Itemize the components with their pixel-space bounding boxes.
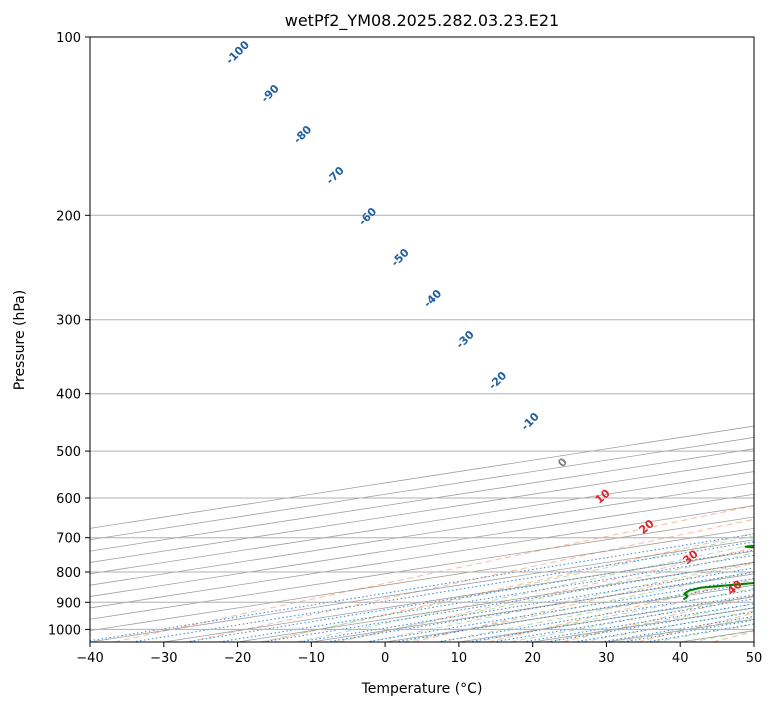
isotherm-line	[90, 539, 754, 642]
y-axis-label: Pressure (hPa)	[12, 290, 28, 390]
moist-adiabat-line	[296, 543, 754, 642]
y-tick-label: 300	[56, 314, 81, 329]
y-tick-label: 100	[56, 31, 81, 46]
dry-adiabat-line	[413, 562, 754, 642]
background-lines	[90, 37, 754, 642]
y-tick-label: 800	[56, 566, 81, 581]
x-tick-label: 50	[746, 651, 763, 666]
x-tick-label: 10	[451, 651, 468, 666]
isotherm-line	[90, 516, 754, 620]
isotherm-line	[90, 482, 754, 586]
x-tick-label: −40	[76, 651, 103, 666]
mixing-ratio-line	[492, 598, 754, 642]
x-tick-label: 30	[598, 651, 615, 666]
isotherm-line	[90, 471, 754, 575]
mixing-ratio-line	[365, 577, 754, 642]
y-tick-label: 600	[56, 492, 81, 507]
moist-adiabat-line	[403, 570, 754, 642]
axis-ticks: −40 −30 −20 −10 0 10 20 30 40 50 100 200 300 400 500 60…	[48, 31, 762, 666]
dry-adiabat-line	[263, 532, 754, 642]
moist-adiabat-line	[332, 552, 754, 642]
y-tick-label: 700	[56, 532, 81, 547]
y-tick-label: 200	[56, 209, 81, 224]
x-tick-label: −20	[224, 651, 251, 666]
x-tick-label: −10	[298, 651, 325, 666]
isotherm-line	[90, 459, 754, 563]
isotherm-line	[90, 505, 754, 609]
x-tick-label: 40	[672, 651, 689, 666]
mixing-ratio-line	[219, 554, 754, 642]
x-tick-label: 0	[381, 651, 389, 666]
y-tick-label: 400	[56, 388, 81, 403]
mixing-ratio-line	[90, 533, 754, 642]
mixing-ratio-line	[436, 589, 754, 642]
dry-adiabat-line	[188, 518, 754, 642]
y-tick-label: 500	[56, 445, 81, 460]
x-tick-label: −30	[150, 651, 177, 666]
chart-title: wetPf2_YM08.2025.282.03.23.E21	[285, 11, 559, 31]
dry-adiabat-line	[488, 578, 754, 642]
x-axis-label: Temperature (°C)	[361, 681, 483, 697]
y-tick-label: 1000	[48, 623, 81, 638]
plot-frame	[89, 36, 755, 643]
isotherm-line	[90, 493, 754, 597]
x-tick-label: 20	[524, 651, 541, 666]
isotherm-line	[90, 448, 754, 552]
isotherm-line	[90, 527, 754, 632]
y-tick-label: 900	[56, 596, 81, 611]
moist-adiabat-line	[260, 535, 754, 642]
